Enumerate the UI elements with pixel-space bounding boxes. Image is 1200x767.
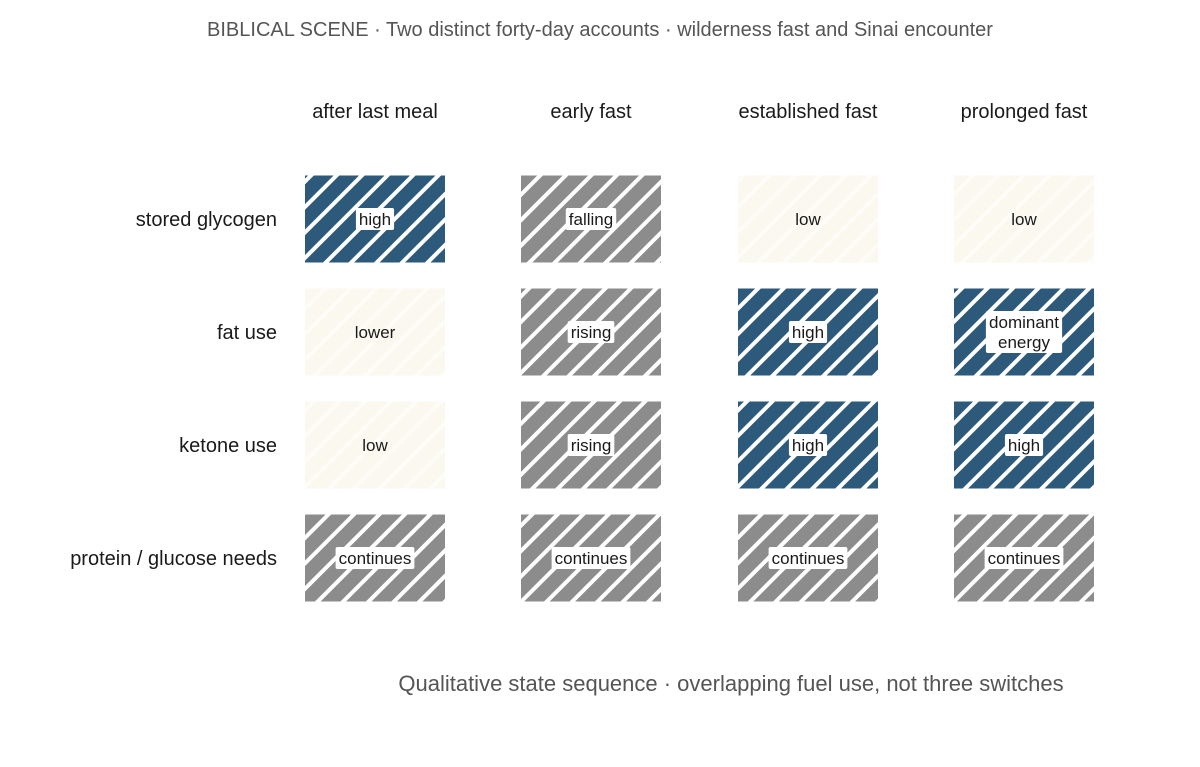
row-label: fat use xyxy=(217,322,277,344)
cell-label-box xyxy=(768,547,848,569)
cell-label: continues xyxy=(772,549,845,568)
column-label: prolonged fast xyxy=(961,101,1088,123)
cell-label-box xyxy=(1004,434,1044,456)
cell-block xyxy=(954,175,1094,263)
cell-label-box xyxy=(567,321,615,343)
matrix-cell: low xyxy=(954,175,1094,263)
matrix-cell: continues xyxy=(305,514,445,602)
matrix-cell: continues xyxy=(954,514,1094,602)
cell-label-box xyxy=(551,547,631,569)
matrix-cell: high xyxy=(305,175,445,263)
matrix-cell: falling xyxy=(521,175,661,263)
column-label: early fast xyxy=(550,101,632,123)
cell-label: falling xyxy=(569,210,613,229)
cell-label: continues xyxy=(339,549,412,568)
cell-label: low xyxy=(795,210,821,229)
cell-label: low xyxy=(1011,210,1037,229)
matrix-cell: lower xyxy=(305,288,445,376)
cell-label-box xyxy=(335,547,415,569)
matrix-cell: high xyxy=(738,401,878,489)
matrix-cell: high xyxy=(954,401,1094,489)
column-labels: after last meal early fast established fas… xyxy=(312,101,1088,123)
matrix-cell: low xyxy=(738,175,878,263)
cell-label-box xyxy=(788,321,828,343)
cell-label: rising xyxy=(571,323,612,342)
matrix-cell: rising xyxy=(521,288,661,376)
matrix-cell: rising xyxy=(521,401,661,489)
cell-label: lower xyxy=(355,323,396,342)
cell-label: high xyxy=(792,436,824,455)
matrix-cell: continues xyxy=(738,514,878,602)
matrix-cells: high falling low low lower rising high dominant… xyxy=(305,175,1094,602)
cell-block xyxy=(738,175,878,263)
cell-label-box xyxy=(565,208,617,230)
cell-label: dominant xyxy=(989,313,1059,332)
column-label: established fast xyxy=(739,101,878,123)
cell-label: high xyxy=(359,210,391,229)
cell-block xyxy=(305,288,445,376)
cell-label: rising xyxy=(571,436,612,455)
row-label: stored glycogen xyxy=(136,209,277,231)
cell-label-box xyxy=(985,311,1063,353)
matrix-cell: continues xyxy=(521,514,661,602)
cell-label: high xyxy=(1008,436,1040,455)
cell-label: continues xyxy=(555,549,628,568)
cell-block xyxy=(305,401,445,489)
cell-label-box xyxy=(567,434,615,456)
cell-label: low xyxy=(362,436,388,455)
cell-label-box xyxy=(788,434,828,456)
cell-label-box xyxy=(984,547,1064,569)
row-labels: stored glycogen fat use ketone use protein … xyxy=(70,209,277,570)
row-label: protein / glucose needs xyxy=(70,548,277,570)
cell-label: continues xyxy=(988,549,1061,568)
matrix-cell: high xyxy=(738,288,878,376)
matrix-cell: low xyxy=(305,401,445,489)
cell-label: high xyxy=(792,323,824,342)
cell-label: energy xyxy=(998,333,1050,352)
row-label: ketone use xyxy=(179,435,277,457)
column-label: after last meal xyxy=(312,101,438,123)
cell-label-box xyxy=(355,208,395,230)
chart-title: BIBLICAL SCENE · Two distinct forty-day … xyxy=(207,19,993,41)
chart-caption: Qualitative state sequence · overlapping… xyxy=(398,671,1063,696)
